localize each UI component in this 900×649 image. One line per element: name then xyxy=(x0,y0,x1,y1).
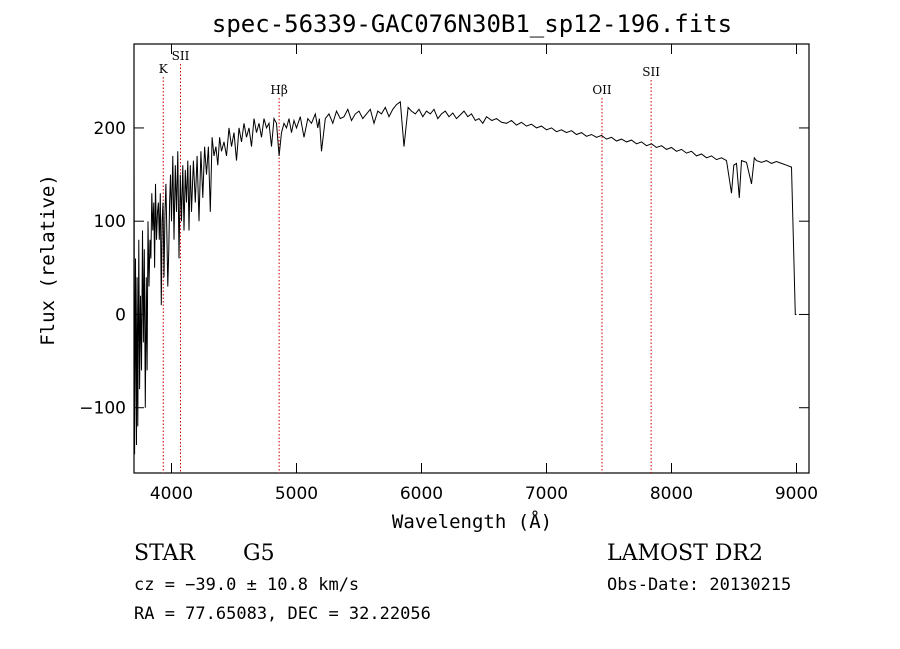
x-tick-label: 6000 xyxy=(400,484,443,504)
velocity-readout: cz = −39.0 ± 10.8 km/s xyxy=(134,575,359,595)
x-axis-label: Wavelength (Å) xyxy=(392,510,552,533)
marker-label: Hβ xyxy=(270,83,287,97)
spectrum-line xyxy=(133,100,797,455)
x-tick-label: 5000 xyxy=(275,484,318,504)
x-tick-label: 9000 xyxy=(775,484,818,504)
y-tick-label: −100 xyxy=(79,399,126,419)
coordinates: RA = 77.65083, DEC = 32.22056 xyxy=(134,604,431,624)
marker-label: K xyxy=(159,62,169,76)
object-subclass: G5 xyxy=(243,541,275,566)
marker-label: SII xyxy=(172,49,190,63)
y-tick-label: 0 xyxy=(115,305,126,325)
y-axis-label: Flux (relative) xyxy=(37,174,59,346)
object-class: STAR xyxy=(134,541,196,566)
x-tick-label: 4000 xyxy=(150,484,193,504)
plot-frame xyxy=(133,43,810,474)
survey-name: LAMOST DR2 xyxy=(607,541,763,566)
y-tick-label: 200 xyxy=(94,119,126,139)
x-tick-label: 8000 xyxy=(650,484,693,504)
axis-ticks: 4000 5000 6000 7000 8000 9000 −100 0 100 200 xyxy=(79,44,818,504)
marker-label: OII xyxy=(592,83,612,97)
obs-date: Obs-Date: 20130215 xyxy=(607,575,791,595)
x-tick-label: 7000 xyxy=(525,484,568,504)
chart-title: spec-56339-GAC076N30B1_sp12-196.fits xyxy=(212,10,732,38)
marker-label: SII xyxy=(642,65,660,79)
y-tick-label: 100 xyxy=(94,212,126,232)
